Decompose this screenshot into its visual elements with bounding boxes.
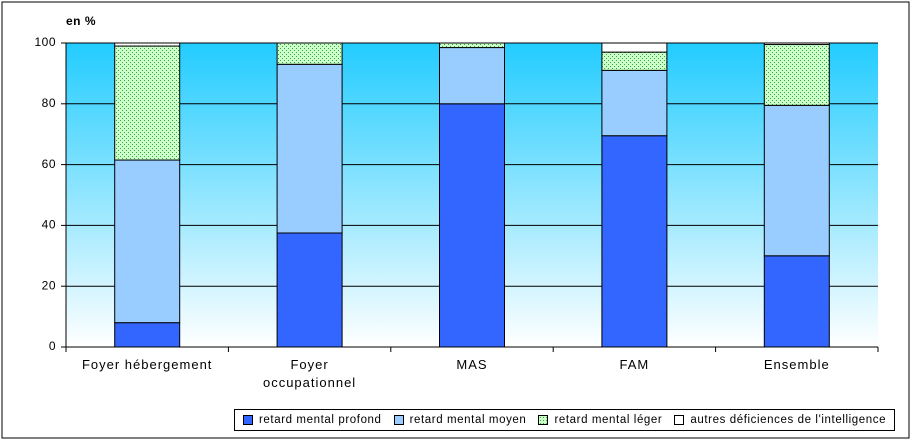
legend-item: retard mental léger <box>538 414 662 426</box>
y-tick-label: 60 <box>42 157 56 171</box>
bar-segment <box>439 42 505 49</box>
bar-segment <box>114 322 181 348</box>
bar-segment <box>276 42 343 65</box>
legend-swatch <box>674 415 685 425</box>
x-tick-label: FAM <box>619 357 650 372</box>
bar-segment <box>763 42 830 46</box>
bar-segment <box>601 42 668 53</box>
legend-item: retard mental moyen <box>393 414 527 426</box>
legend-swatch <box>538 415 549 425</box>
bar-segment <box>439 103 505 348</box>
legend-item: autres déficiences de l'intelligence <box>674 414 886 426</box>
bar-segment <box>114 159 181 324</box>
bar-segment <box>763 104 830 257</box>
x-tick-label: Foyer hébergement <box>81 357 213 372</box>
legend-label: retard mental léger <box>554 414 663 426</box>
x-tick-label: Ensemble <box>763 357 830 372</box>
bar-segment <box>276 232 343 348</box>
bar-segment <box>601 69 668 137</box>
bar-segment <box>114 42 181 47</box>
bar-segment <box>763 255 830 348</box>
bar-segment <box>439 47 505 105</box>
legend-swatch <box>393 415 404 425</box>
y-tick-label: 100 <box>34 35 56 49</box>
legend-swatch <box>243 415 253 425</box>
y-tick-label: 80 <box>42 96 56 110</box>
x-tick-label: Foyer occupationnel <box>262 357 357 390</box>
y-tick-label: 0 <box>49 339 56 353</box>
legend-label: autres déficiences de l'intelligence <box>690 414 887 426</box>
bar-segment <box>276 63 343 234</box>
x-tick-label: MAS <box>456 357 488 372</box>
y-axis-label: en % <box>66 14 96 28</box>
bar-segment <box>763 44 830 106</box>
y-tick-label: 40 <box>42 218 56 232</box>
legend-item: retard mental profond <box>243 414 382 426</box>
bar-segment <box>601 135 668 348</box>
bar-segment <box>114 45 181 161</box>
legend-label: retard mental moyen <box>409 414 527 426</box>
legend: retard mental profond retard mental moyen… <box>234 409 896 431</box>
bar-segment <box>601 51 668 71</box>
y-tick-label: 20 <box>42 278 56 292</box>
legend-label: retard mental profond <box>259 414 382 426</box>
